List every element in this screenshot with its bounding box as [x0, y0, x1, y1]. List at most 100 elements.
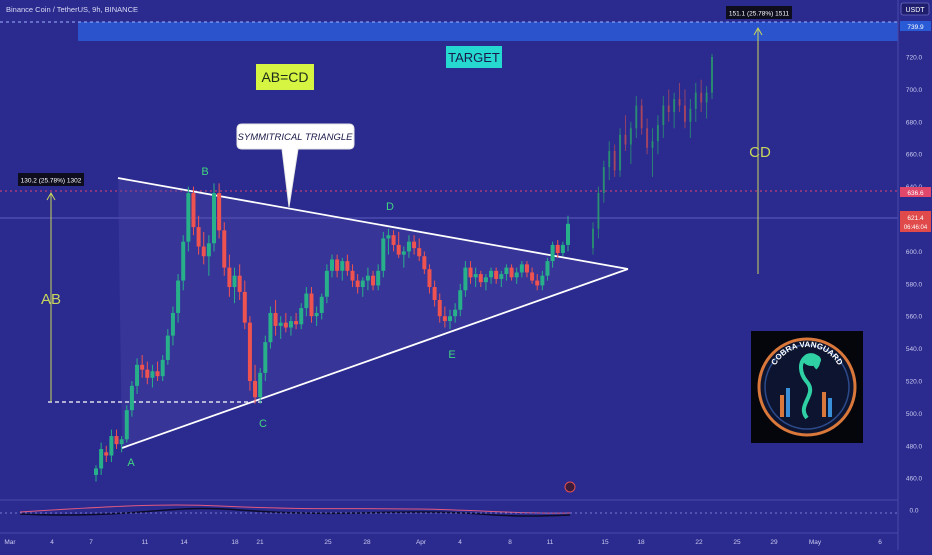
candle: [494, 267, 499, 284]
ab-label: AB: [41, 291, 61, 308]
time-tick: 22: [695, 539, 703, 546]
projection-body: [602, 167, 605, 194]
candle-body: [555, 244, 560, 254]
candle-body: [463, 267, 468, 291]
candle-body: [473, 274, 478, 278]
projection-candle: [700, 79, 703, 113]
candle: [140, 355, 145, 378]
candle: [540, 270, 545, 291]
candle-body: [335, 259, 340, 271]
point-e-label: E: [448, 349, 455, 361]
ab-measure-badge: [18, 173, 84, 186]
candle-body: [237, 275, 242, 292]
projection-body: [651, 141, 654, 148]
candle: [499, 270, 504, 288]
time-tick: 25: [324, 539, 332, 546]
candle: [437, 293, 442, 323]
price-tick: 480.0: [906, 443, 923, 450]
logo-bar-2: [786, 388, 790, 417]
candle-body: [468, 267, 473, 278]
ab-measure-text: 130.2 (25.78%) 1302: [21, 178, 82, 185]
triangle-callout: [236, 123, 355, 208]
candle-body: [150, 371, 155, 378]
candle: [150, 364, 155, 388]
candle-body: [396, 244, 401, 255]
cd-measure-badge: [726, 6, 792, 19]
countdown-text: 06:46:04: [904, 225, 928, 231]
price-tick: 700.0: [906, 87, 923, 94]
price-tick: 680.0: [906, 119, 923, 126]
time-tick: 8: [508, 539, 512, 546]
logo-inner-ring: [764, 344, 850, 430]
candle-body: [458, 290, 463, 310]
candle: [232, 267, 237, 304]
cd-measure-text: 151.1 (25.78%) 1511: [729, 11, 790, 18]
candle-body: [140, 364, 145, 370]
candle: [514, 267, 519, 284]
candle-body: [135, 364, 140, 386]
candle-body: [232, 275, 237, 288]
red-level-text: 636.6: [907, 190, 924, 197]
candle: [489, 267, 494, 284]
candle: [345, 254, 350, 276]
projection-body: [711, 57, 713, 93]
candle: [422, 251, 427, 275]
projection-body: [673, 99, 676, 113]
projection-body: [624, 134, 627, 145]
projection-candle: [651, 128, 654, 177]
time-tick: 7: [89, 539, 93, 546]
projection-body: [619, 134, 622, 171]
candle: [519, 261, 524, 278]
cobra-vanguard-logo: COBRA VANGUARD: [751, 331, 863, 443]
candle: [263, 335, 268, 381]
candle-body: [381, 238, 386, 271]
projection-candle: [629, 121, 632, 164]
price-tick: 540.0: [906, 346, 923, 353]
candle: [340, 257, 345, 281]
cd-label: CD: [749, 144, 771, 161]
candle-body: [489, 270, 494, 278]
red-level-badge: [900, 187, 931, 197]
point-a-label: A: [127, 457, 135, 469]
candle-body: [196, 227, 201, 247]
candle: [206, 235, 211, 276]
candle: [135, 358, 140, 394]
candle-body: [119, 439, 124, 445]
candle-body: [170, 312, 175, 336]
candle: [176, 274, 181, 323]
candle-body: [535, 280, 540, 286]
candle-body: [478, 274, 483, 283]
candle: [247, 316, 252, 391]
candle: [504, 264, 509, 281]
time-tick: 28: [363, 539, 371, 546]
price-tick: 580.0: [906, 281, 923, 288]
projection-candle: [689, 99, 692, 138]
projection-series: [592, 53, 713, 255]
candle-body: [494, 270, 499, 279]
price-tick: 660.0: [906, 152, 923, 159]
candle: [191, 186, 196, 236]
time-tick: Apr: [416, 539, 427, 546]
projection-body: [705, 92, 708, 103]
projection-body: [656, 125, 659, 142]
candle-body: [109, 436, 114, 456]
currency-button[interactable]: [900, 2, 930, 16]
candle: [442, 306, 447, 328]
candle: [186, 186, 191, 252]
candle: [432, 280, 437, 307]
candle-body: [417, 248, 422, 257]
candle: [196, 215, 201, 255]
candle-body: [560, 244, 565, 254]
candle-body: [550, 244, 555, 262]
candle: [304, 287, 309, 317]
event-marker-icon[interactable]: [564, 481, 576, 493]
candle: [129, 381, 134, 417]
candle: [155, 361, 160, 381]
candle-body: [314, 312, 319, 317]
candle: [145, 361, 150, 385]
candle-body: [304, 293, 309, 309]
candle-body: [186, 193, 191, 242]
candle-body: [524, 264, 529, 273]
